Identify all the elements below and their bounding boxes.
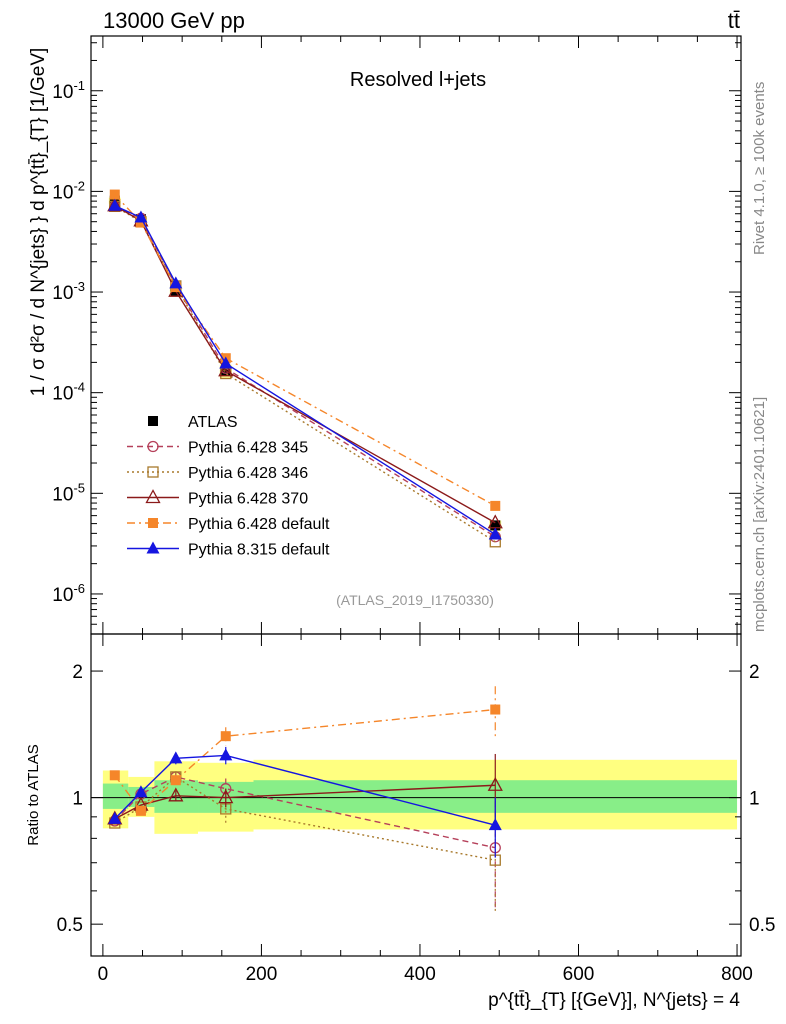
legend-label: Pythia 6.428 370 [188, 491, 308, 508]
ratio-point [108, 811, 122, 824]
y-tick-label: 10-1 [52, 78, 85, 103]
x-tick-label: 800 [721, 964, 753, 985]
legend-marker [145, 489, 161, 504]
y-tick-label: 10-2 [52, 178, 85, 203]
ratio-y-tick-label-right: 2 [749, 662, 760, 683]
legend-label: Pythia 6.428 default [188, 516, 330, 533]
x-tick-label: 200 [246, 964, 278, 985]
legend-marker [146, 541, 160, 554]
stat-uncertainty-bin-0 [102, 783, 129, 809]
x-axis-label: p^{tt̄}_{T} [{GeV}], N^{jets} = 4 [488, 990, 740, 1011]
ratio-point [170, 775, 181, 786]
ratio-point [109, 770, 120, 781]
legend-marker [147, 466, 159, 478]
main-point [488, 527, 502, 540]
legend-label: Pythia 8.315 default [188, 542, 330, 559]
ratio-point [135, 805, 146, 816]
y-tick-label: 10-4 [52, 380, 85, 405]
main-point [169, 276, 183, 289]
rivet-label: Rivet 4.1.0, ≥ 100k events [751, 82, 768, 255]
y-tick-label: 10-6 [52, 581, 85, 606]
main-point [490, 520, 501, 531]
source-label: mcplots.cern.ch [arXiv:2401.10621] [751, 397, 768, 632]
ratio-point [488, 818, 502, 831]
ratio-y-tick-label-right: 0.5 [749, 915, 775, 936]
energy-label: 13000 GeV pp [103, 8, 245, 33]
ratio-y-tick-label: 2 [72, 662, 83, 683]
y-tick-label: 10-3 [52, 279, 85, 304]
main-series-line [114, 205, 496, 536]
ratio-y-tick-label: 0.5 [57, 915, 83, 936]
ratio-point [490, 704, 501, 715]
main-y-axis-label: 1 / σ d²σ / d N^{jets} } d p^{tt̄}_{T} [… [28, 48, 49, 397]
main-point [219, 356, 233, 369]
ratio-series-line [114, 776, 496, 849]
x-tick-label: 600 [563, 964, 595, 985]
legend-label: Pythia 6.428 345 [188, 440, 308, 457]
ratio-point [487, 776, 503, 791]
ratio-y-tick-label: 1 [72, 789, 83, 810]
ratio-point [134, 785, 148, 798]
legend-marker [148, 518, 158, 528]
main-point [490, 500, 501, 511]
analysis-id: (ATLAS_2019_I1750330) [336, 592, 494, 608]
y-tick-label: 10-5 [52, 480, 85, 505]
main-point [134, 210, 148, 223]
process-label: tt̄ [728, 8, 740, 33]
ratio-y-tick-label-right: 1 [749, 789, 760, 810]
x-tick-label: 0 [98, 964, 109, 985]
legend-marker [147, 440, 159, 453]
main-point [109, 189, 120, 200]
main-series-line [114, 194, 496, 507]
legend-label: Pythia 6.428 346 [188, 465, 308, 482]
main-point [135, 217, 146, 228]
ratio-point [169, 751, 183, 764]
main-series-line [114, 205, 496, 538]
legend-marker [148, 416, 158, 426]
ratio-y-axis-label: Ratio to ATLAS [25, 744, 42, 845]
chart-title: Resolved l+jets [350, 69, 486, 91]
x-tick-label: 400 [404, 964, 436, 985]
main-point [108, 198, 122, 211]
ratio-point [219, 748, 233, 761]
ratio-frame [90, 633, 742, 957]
ratio-point [218, 789, 234, 804]
legend-label: ATLAS [188, 414, 238, 431]
ratio-point [220, 731, 231, 742]
ratio-point [168, 787, 184, 802]
main-point [218, 362, 234, 377]
